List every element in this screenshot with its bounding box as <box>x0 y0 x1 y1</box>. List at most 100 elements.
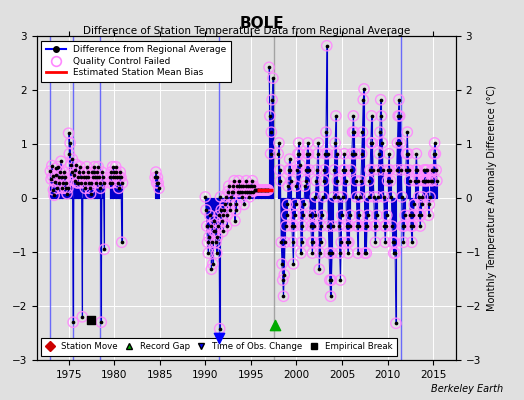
Point <box>342 178 350 184</box>
Point <box>386 178 395 184</box>
Point <box>399 223 407 229</box>
Point <box>327 277 335 283</box>
Point <box>318 212 326 218</box>
Point <box>107 180 116 186</box>
Point <box>227 194 235 200</box>
Point <box>264 187 272 193</box>
Point <box>422 178 430 184</box>
Point <box>373 212 381 218</box>
Point <box>257 187 265 193</box>
Point <box>423 178 432 184</box>
Point <box>400 223 408 229</box>
Point <box>331 140 340 146</box>
Point <box>428 167 436 173</box>
Point <box>310 212 319 218</box>
Point <box>411 167 420 173</box>
Point <box>63 185 72 192</box>
Point <box>286 167 294 173</box>
Point <box>342 178 350 184</box>
Point <box>94 164 102 170</box>
Point <box>300 201 308 208</box>
Point <box>107 169 115 175</box>
Point <box>235 178 243 184</box>
Point <box>222 194 230 200</box>
Point <box>249 183 258 189</box>
Point <box>415 212 423 218</box>
Point <box>276 178 285 184</box>
Point <box>275 140 283 146</box>
Point <box>379 194 388 200</box>
Point <box>269 75 277 81</box>
Point <box>64 130 73 136</box>
Point <box>320 167 329 173</box>
Point <box>253 187 261 193</box>
Point <box>239 183 247 189</box>
Point <box>411 178 419 184</box>
Point <box>321 150 330 157</box>
Point <box>115 185 123 192</box>
Point <box>244 183 252 189</box>
Point <box>357 178 365 184</box>
Point <box>386 167 394 173</box>
Point <box>378 140 386 146</box>
Point <box>381 239 389 246</box>
Point <box>223 212 232 218</box>
Point <box>80 180 89 186</box>
Point <box>232 207 240 213</box>
Point <box>347 167 355 173</box>
Point <box>115 174 124 181</box>
Point <box>117 174 125 181</box>
Point <box>375 150 384 157</box>
Point <box>313 150 322 157</box>
Point <box>411 167 420 173</box>
Point <box>228 188 237 195</box>
Point <box>292 183 301 189</box>
Point <box>427 178 435 184</box>
Point <box>343 239 352 246</box>
Point <box>316 239 325 246</box>
Point <box>349 113 357 119</box>
Point <box>94 164 102 170</box>
Point <box>325 250 333 256</box>
Point <box>203 239 212 246</box>
Point <box>426 194 434 200</box>
Point <box>402 150 411 157</box>
Point <box>407 223 415 229</box>
Point <box>330 194 338 200</box>
Point <box>357 150 366 157</box>
Point <box>358 129 367 135</box>
Point <box>406 212 414 218</box>
Point <box>207 266 215 272</box>
Point <box>96 185 105 192</box>
Point <box>401 212 409 218</box>
Point <box>207 266 215 272</box>
Point <box>238 188 247 195</box>
Point <box>229 183 237 189</box>
Point <box>255 187 264 193</box>
Point <box>380 223 389 229</box>
Point <box>421 178 429 184</box>
Point <box>83 164 91 170</box>
Point <box>214 223 222 229</box>
Point <box>113 174 122 181</box>
Point <box>244 188 253 195</box>
Point <box>274 150 282 157</box>
Point <box>105 180 114 186</box>
Point <box>368 140 377 146</box>
Point <box>352 194 361 200</box>
Point <box>305 167 313 173</box>
Point <box>56 169 64 175</box>
Point <box>97 319 105 326</box>
Point <box>210 218 219 224</box>
Point <box>423 167 431 173</box>
Point <box>252 187 260 193</box>
Point <box>261 187 269 193</box>
Point <box>387 194 396 200</box>
Point <box>215 212 223 218</box>
Point <box>73 180 81 186</box>
Point <box>74 180 83 186</box>
Point <box>286 167 294 173</box>
Point <box>89 174 97 181</box>
Point <box>370 223 379 229</box>
Point <box>323 150 332 157</box>
